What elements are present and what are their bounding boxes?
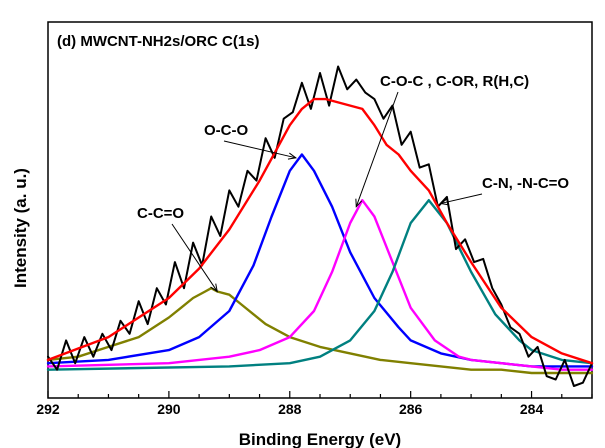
annotation-c-n-arrowhead [439, 198, 449, 206]
y-axis-title: Intensity (a. u.) [11, 168, 30, 288]
annotation-c-c-o-arrowhead [210, 283, 218, 293]
annotation-o-c-o-label: O-C-O [204, 122, 248, 139]
fit-envelope-line [46, 97, 594, 365]
x-axis-title: Binding Energy (eV) [239, 430, 401, 448]
annotation-c-o-c-arrowhead [355, 198, 363, 208]
raw-data-line [47, 65, 593, 387]
series-layer [46, 65, 594, 387]
annotation-c-n-label: C-N, -N-C=O [482, 175, 569, 192]
annotation-o-c-o-arrow [223, 140, 296, 159]
annotation-layer: C-C=O O-C-O C-O-C , C-OR, R(H,C) C-N, -N-C=… [137, 73, 569, 293]
annotation-c-c-o-arrow [171, 223, 218, 292]
chart-title: (d) MWCNT-NH2s/ORC C(1s) [57, 33, 260, 50]
annotation-o-c-o-arrowhead [287, 152, 298, 160]
x-tick-label: 286 [399, 401, 423, 417]
peak-c-n-line [46, 199, 594, 371]
x-axis-ticks: 292 290 288 286 284 [36, 391, 593, 417]
x-tick-label: 292 [36, 401, 60, 417]
x-tick-label: 290 [157, 401, 181, 417]
annotation-c-n-arrow [440, 193, 483, 204]
annotation-c-o-c-arrow [355, 91, 399, 207]
x-tick-label: 284 [520, 401, 544, 417]
annotation-c-c-o-label: C-C=O [137, 205, 184, 222]
x-tick-label: 288 [278, 401, 302, 417]
annotation-c-o-c-label: C-O-C , C-OR, R(H,C) [380, 73, 529, 90]
peak-c-c-o-line [46, 287, 594, 375]
peak-c-o-c-line [46, 199, 594, 371]
